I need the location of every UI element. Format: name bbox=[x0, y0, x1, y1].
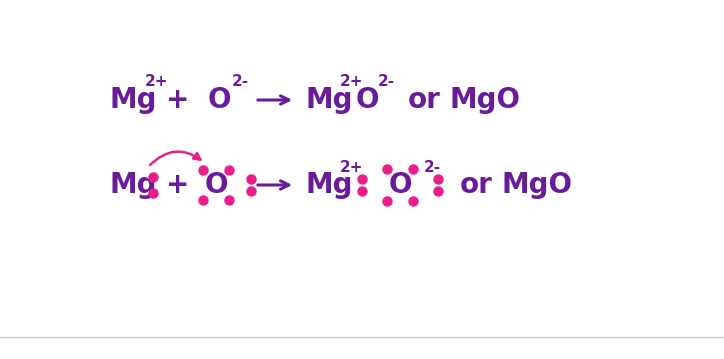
Text: O: O bbox=[208, 86, 232, 114]
Text: +: + bbox=[167, 171, 190, 199]
Text: 2+: 2+ bbox=[340, 159, 363, 174]
Text: 2+: 2+ bbox=[340, 75, 363, 89]
Text: Mg: Mg bbox=[305, 86, 353, 114]
Text: O: O bbox=[356, 86, 379, 114]
Text: MgO: MgO bbox=[450, 86, 521, 114]
FancyArrowPatch shape bbox=[150, 151, 201, 165]
Text: or: or bbox=[460, 171, 493, 199]
Text: 2+: 2+ bbox=[145, 75, 169, 89]
Text: Mg: Mg bbox=[110, 171, 158, 199]
Text: 2-: 2- bbox=[424, 159, 441, 174]
Text: 2-: 2- bbox=[378, 75, 395, 89]
Text: Mg: Mg bbox=[305, 171, 353, 199]
Text: +: + bbox=[167, 86, 190, 114]
Text: O: O bbox=[388, 171, 412, 199]
Text: 2-: 2- bbox=[232, 75, 249, 89]
Text: MgO: MgO bbox=[502, 171, 573, 199]
Text: O: O bbox=[204, 171, 228, 199]
Text: or: or bbox=[408, 86, 441, 114]
Text: Mg: Mg bbox=[110, 86, 158, 114]
